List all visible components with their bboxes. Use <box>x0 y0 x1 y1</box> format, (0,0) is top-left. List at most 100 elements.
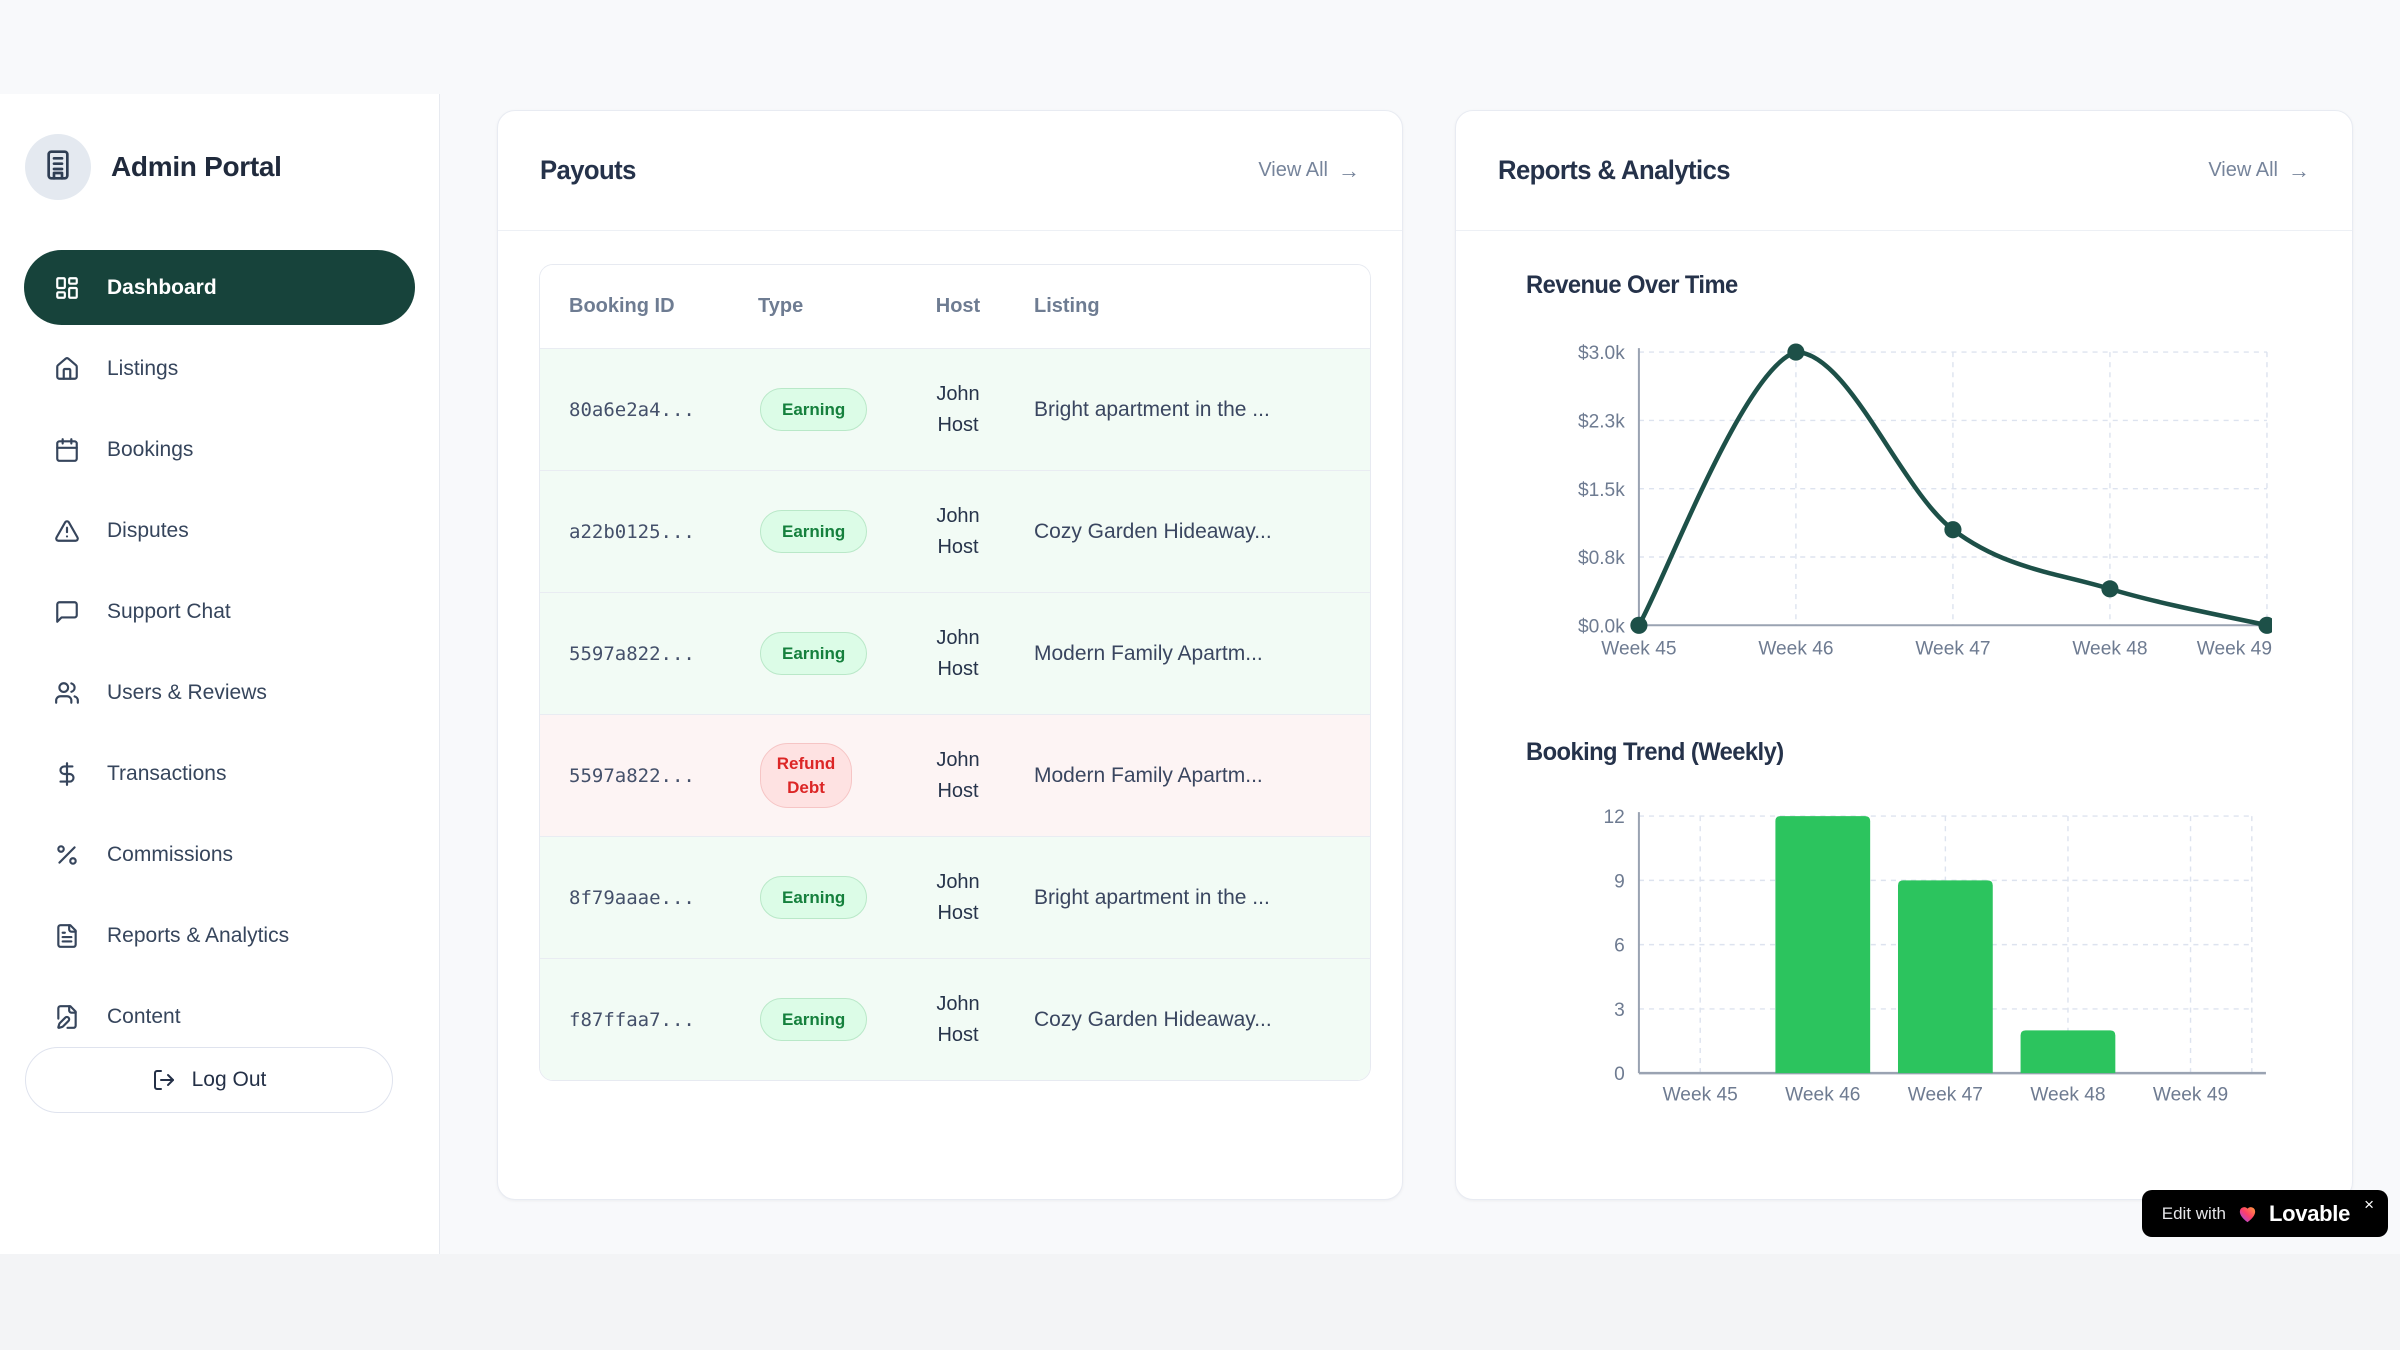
svg-text:3: 3 <box>1614 1000 1625 1021</box>
svg-text:9: 9 <box>1614 871 1625 892</box>
bar-week-47 <box>1897 879 1993 1073</box>
sidebar-item-label: Listings <box>107 356 179 380</box>
view-all-label: View All <box>1258 159 1328 181</box>
payouts-card: Payouts View All → Booking ID Type Host Lis… <box>497 110 1403 1200</box>
table-row[interactable]: a22b0125... Earning John Host Cozy Garden H… <box>540 470 1370 592</box>
type-badge: Refund Debt <box>760 742 852 809</box>
sidebar-item-label: Users & Reviews <box>107 680 267 704</box>
sidebar-item-transactions[interactable]: Transactions <box>24 736 415 811</box>
app-title: Admin Portal <box>111 151 282 182</box>
svg-text:Week 49: Week 49 <box>2153 1084 2228 1105</box>
revenue-chart-section: Revenue Over Time $0.0k $0.8k $1.5k $2.3k $3… <box>1526 271 2272 663</box>
host-cell: John Host <box>936 382 980 436</box>
logout-icon <box>152 1068 176 1092</box>
svg-text:$1.5k: $1.5k <box>1578 480 1625 501</box>
reports-title: Reports & Analytics <box>1498 155 1731 185</box>
sidebar-item-dashboard[interactable]: Dashboard <box>24 250 415 325</box>
table-row[interactable]: 5597a822... Refund Debt John Host Modern Fa… <box>540 714 1370 836</box>
brand: Admin Portal <box>0 94 439 200</box>
type-badge: Earning <box>760 387 868 432</box>
sidebar-item-support-chat[interactable]: Support Chat <box>24 574 415 649</box>
svg-text:0: 0 <box>1614 1064 1625 1085</box>
sidebar-item-commissions[interactable]: Commissions <box>24 817 415 892</box>
file-pen-icon <box>54 1004 80 1030</box>
sidebar-item-label: Commissions <box>107 842 234 866</box>
logout-button[interactable]: Log Out <box>25 1047 393 1113</box>
arrow-right-icon: → <box>2288 157 2310 183</box>
listing-cell: Bright apartment in the ... <box>1034 885 1270 909</box>
logout-label: Log Out <box>191 1068 267 1091</box>
payouts-table-rows: 80a6e2a4... Earning John Host Bright apartm… <box>540 348 1370 1080</box>
svg-text:Week 47: Week 47 <box>1908 1084 1983 1105</box>
host-cell: John Host <box>936 748 980 802</box>
revenue-chart-title: Revenue Over Time <box>1526 271 1738 299</box>
payouts-title: Payouts <box>540 155 636 185</box>
sidebar-item-label: Transactions <box>107 761 227 785</box>
booking-bar-chart: 0 3 6 9 12 Week 45 Week 46 Week 47 Week 48 Week 4… <box>1604 807 2266 1105</box>
revenue-line-chart: $0.0k $0.8k $1.5k $2.3k $3.0k Week 45 Week 46 W… <box>1578 343 2272 660</box>
sidebar-item-bookings[interactable]: Bookings <box>24 412 415 487</box>
column-header-listing: Listing <box>1034 295 1100 317</box>
booking-chart-section: Booking Trend (Weekly) 0 3 6 9 12 Week 45 Week… <box>1526 738 2272 1105</box>
sidebar-item-label: Content <box>107 1004 181 1028</box>
avatar <box>25 134 91 200</box>
svg-text:Week 48: Week 48 <box>2072 639 2147 660</box>
file-text-icon <box>54 923 80 949</box>
column-header-type: Type <box>758 295 804 317</box>
sidebar-item-content[interactable]: Content <box>24 979 415 1054</box>
app-background: Admin Portal Dashboard Listings Bookings Di… <box>0 94 2400 1254</box>
dashboard-icon <box>54 275 80 301</box>
payouts-view-all-link[interactable]: View All → <box>1258 159 1360 182</box>
lovable-heart-icon <box>2236 1202 2259 1225</box>
lovable-prefix: Edit with <box>2161 1203 2227 1223</box>
sidebar-item-label: Disputes <box>107 518 189 542</box>
listing-cell: Cozy Garden Hideaway... <box>1034 519 1272 543</box>
sidebar-item-reports-analytics[interactable]: Reports & Analytics <box>24 898 415 973</box>
alert-triangle-icon <box>54 518 80 544</box>
reports-view-all-link[interactable]: View All → <box>2208 159 2310 182</box>
table-row[interactable]: f87ffaa7... Earning John Host Cozy Garden H… <box>540 958 1370 1080</box>
home-icon <box>54 356 80 382</box>
booking-chart-title: Booking Trend (Weekly) <box>1526 737 1784 766</box>
svg-text:Week 46: Week 46 <box>1758 639 1833 660</box>
svg-text:$3.0k: $3.0k <box>1578 343 1625 364</box>
listing-cell: Bright apartment in the ... <box>1034 397 1270 421</box>
payouts-table: Booking ID Type Host Listing 80a6e2a4... Ear… <box>539 264 1371 1081</box>
lovable-close-icon[interactable]: × <box>2364 1195 2374 1214</box>
svg-text:Week 46: Week 46 <box>1785 1084 1860 1105</box>
column-header-host: Host <box>935 295 981 317</box>
booking-id: f87ffaa7... <box>569 1008 695 1031</box>
host-cell: John Host <box>936 626 980 680</box>
main-content: Payouts View All → Booking ID Type Host Lis… <box>440 94 2400 1254</box>
lovable-badge[interactable]: Edit with Lovable × <box>2141 1190 2388 1237</box>
reports-body: Revenue Over Time $0.0k $0.8k $1.5k $2.3k $3… <box>1456 271 2352 1105</box>
dollar-sign-icon <box>54 761 80 787</box>
sidebar-item-listings[interactable]: Listings <box>24 331 415 406</box>
sidebar: Admin Portal Dashboard Listings Bookings Di… <box>0 94 440 1254</box>
sidebar-item-label: Dashboard <box>107 275 217 299</box>
sidebar-item-disputes[interactable]: Disputes <box>24 493 415 568</box>
svg-text:Week 45: Week 45 <box>1601 639 1676 660</box>
view-all-label: View All <box>2208 159 2278 181</box>
table-row[interactable]: 8f79aaae... Earning John Host Bright apartm… <box>540 836 1370 958</box>
type-badge: Earning <box>760 875 868 920</box>
table-row[interactable]: 80a6e2a4... Earning John Host Bright apartm… <box>540 348 1370 470</box>
percent-icon <box>54 842 80 868</box>
host-cell: John Host <box>936 992 980 1046</box>
type-badge: Earning <box>760 997 868 1042</box>
svg-text:$2.3k: $2.3k <box>1578 411 1625 432</box>
bar-week-48 <box>2020 1029 2116 1073</box>
svg-text:$0.0k: $0.0k <box>1578 616 1625 637</box>
message-square-icon <box>54 599 80 625</box>
sidebar-item-users-reviews[interactable]: Users & Reviews <box>24 655 415 730</box>
users-icon <box>54 680 80 706</box>
booking-id: 80a6e2a4... <box>569 398 695 421</box>
table-row[interactable]: 5597a822... Earning John Host Modern Family… <box>540 592 1370 714</box>
calendar-icon <box>54 437 80 463</box>
svg-text:Week 48: Week 48 <box>2030 1084 2105 1105</box>
sidebar-item-label: Reports & Analytics <box>107 923 290 947</box>
booking-id: 8f79aaae... <box>569 886 695 909</box>
listing-cell: Modern Family Apartm... <box>1034 641 1263 665</box>
host-cell: John Host <box>936 504 980 558</box>
